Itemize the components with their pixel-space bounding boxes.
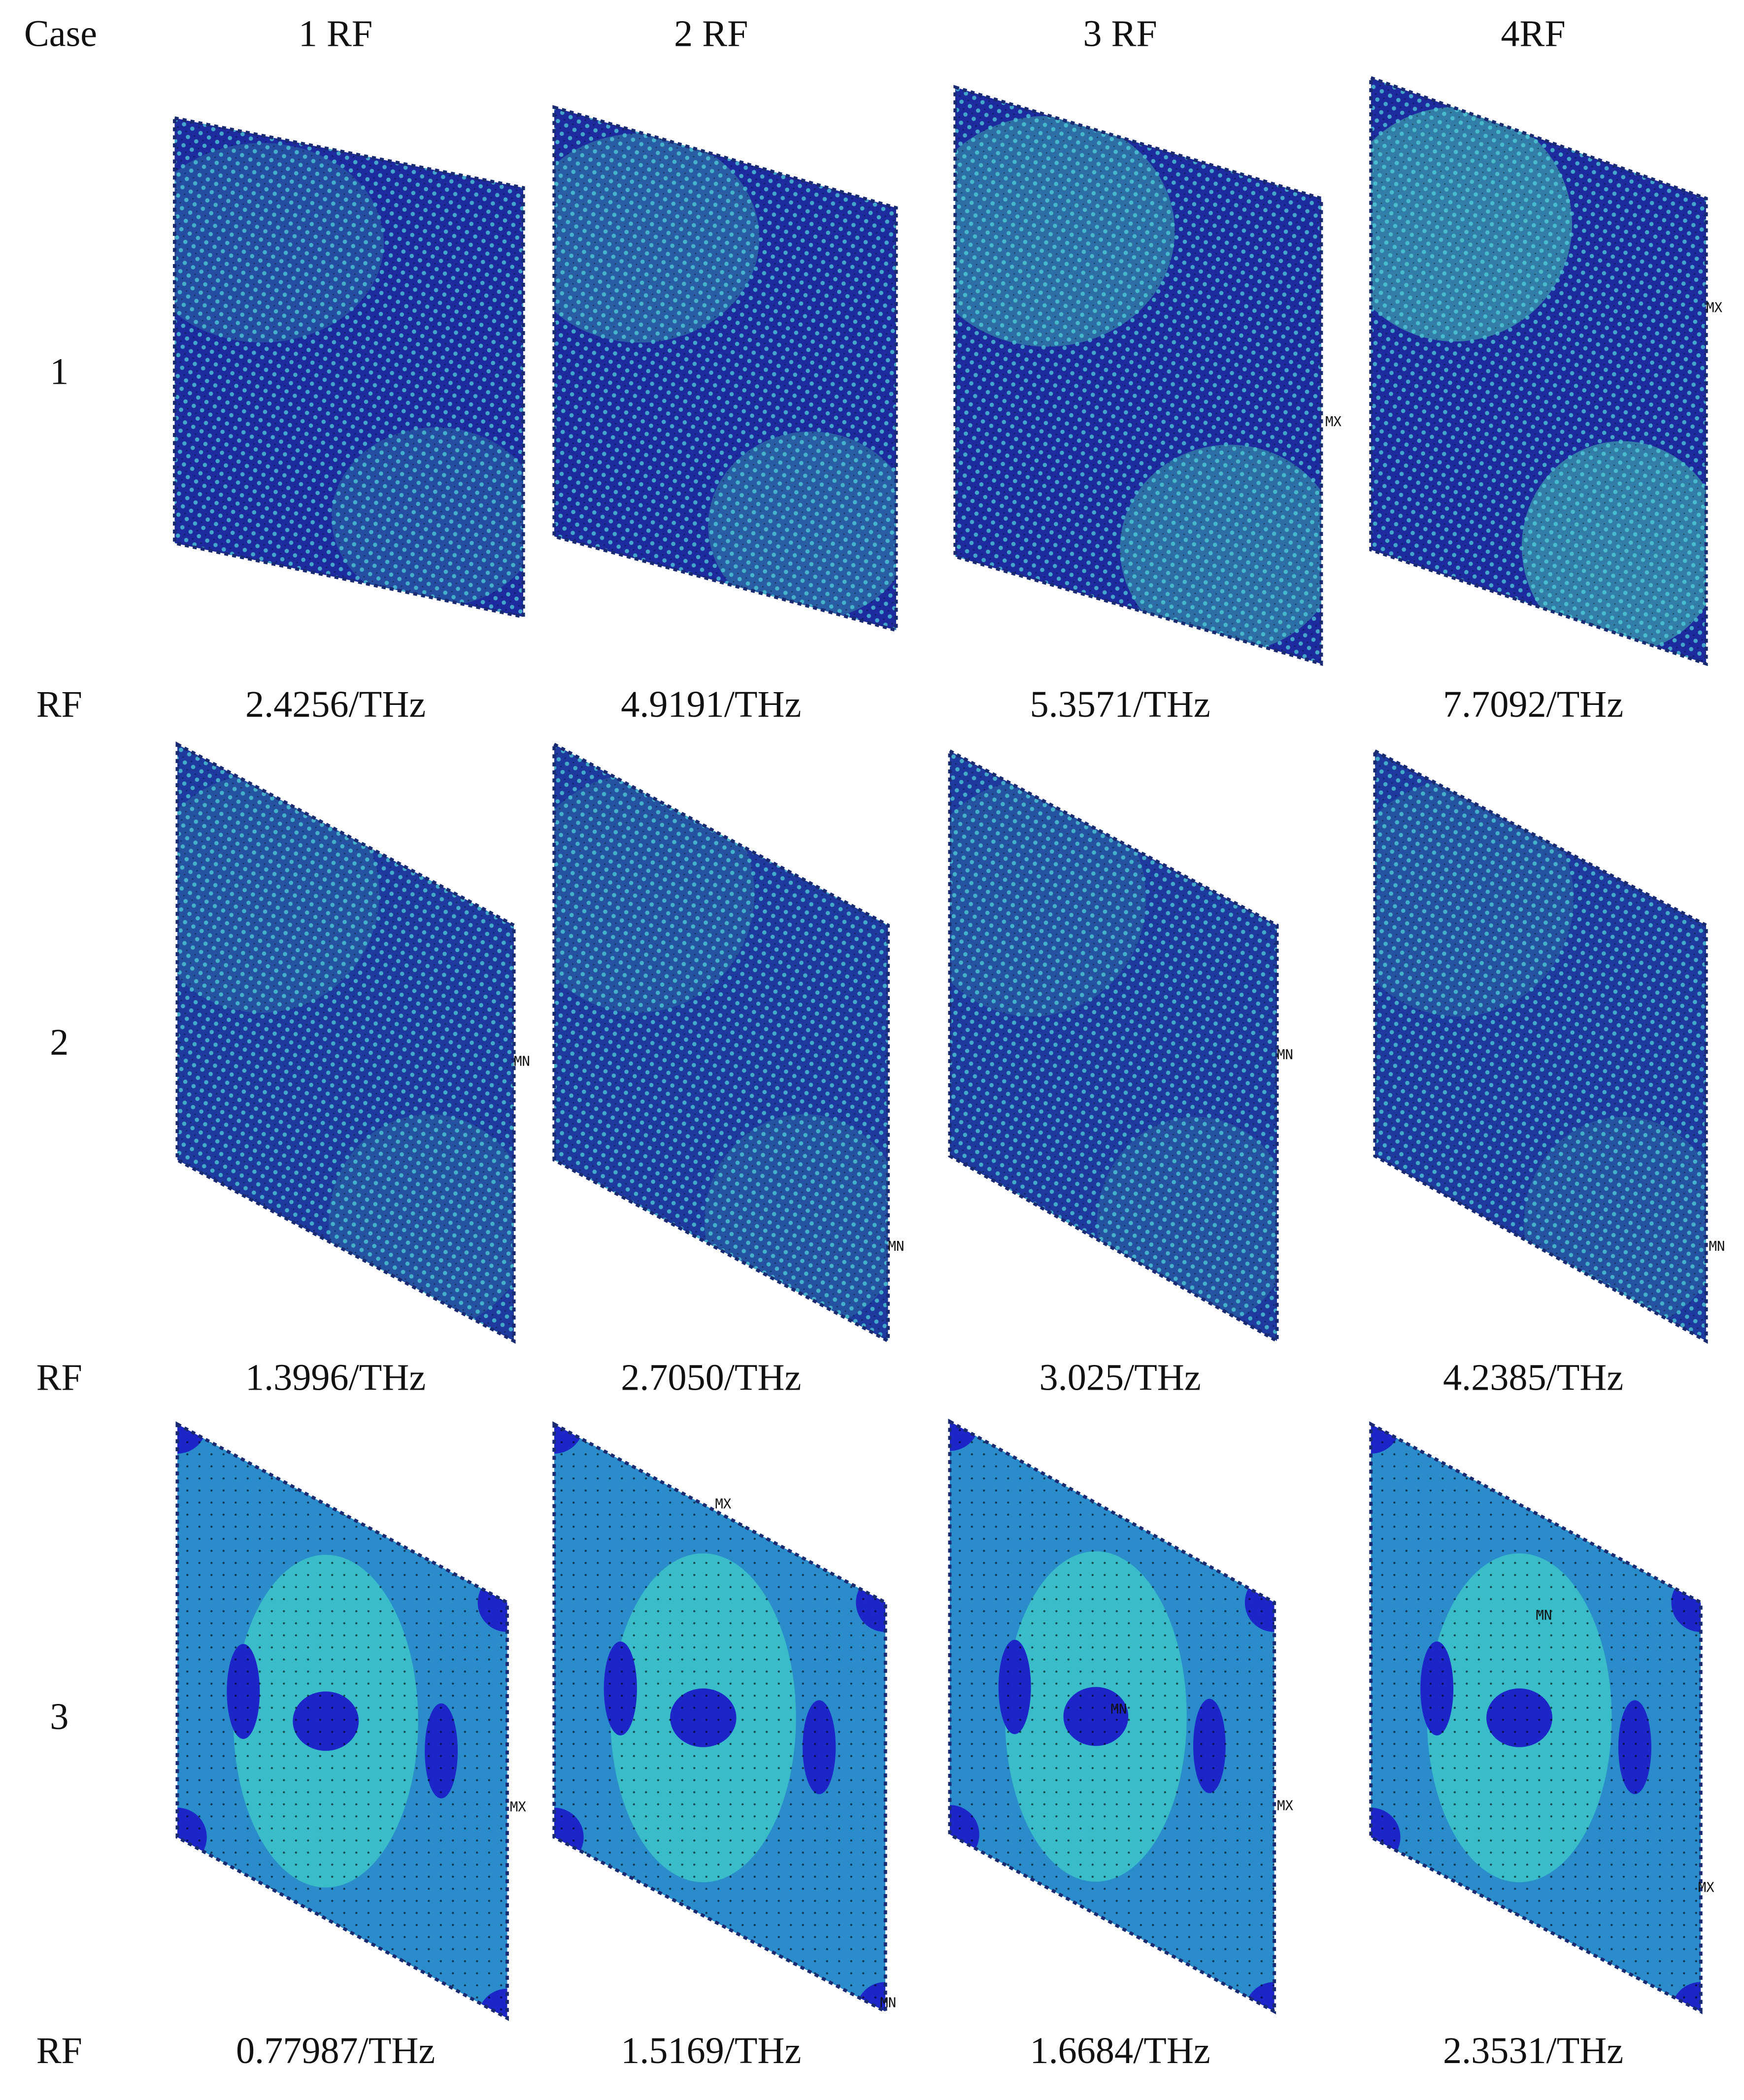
frequency: 7.7092/THz	[1443, 684, 1623, 725]
extreme-marker: MX	[1277, 1798, 1293, 1813]
column-header: 4RF	[1501, 13, 1565, 55]
frequency: 4.9191/THz	[621, 684, 801, 725]
mode-shape-panel	[1371, 77, 1707, 664]
mode-shape-panel	[174, 118, 524, 617]
panel-edge	[1369, 1421, 1703, 2014]
mode-shape-panel	[1371, 1424, 1701, 2012]
frequency: 2.3531/THz	[1443, 2030, 1623, 2071]
extreme-marker: MN	[888, 1239, 905, 1254]
mesh	[177, 744, 514, 1341]
case-label: 3	[50, 1696, 68, 1737]
frequency: 1.6684/THz	[1030, 2030, 1210, 2071]
mesh	[1371, 77, 1707, 664]
rf-label: RF	[36, 1357, 82, 1398]
panel-edge	[175, 741, 516, 1344]
extreme-marker: MX	[1706, 300, 1722, 316]
panel-edge	[173, 116, 525, 619]
mesh	[554, 107, 896, 631]
frequency: 5.3571/THz	[1030, 684, 1210, 725]
case-header: Case	[24, 13, 97, 55]
extreme-marker: MX	[1325, 414, 1342, 430]
mode-shape-panel	[949, 1421, 1274, 2012]
panel-edge	[175, 1421, 509, 2021]
frequency: 0.77987/THz	[236, 2030, 435, 2071]
extreme-marker: MX	[510, 1800, 526, 1815]
extreme-marker: MN	[514, 1054, 530, 1069]
extreme-marker: MN	[880, 1995, 896, 2010]
frequency: 2.4256/THz	[245, 684, 426, 725]
mesh	[174, 118, 524, 617]
extreme-marker: MN	[1709, 1239, 1725, 1254]
frequency: 1.5169/THz	[621, 2030, 801, 2071]
mode-shape-panel	[554, 1424, 886, 2012]
mode-shape-panel	[1375, 751, 1707, 1341]
frequency: 2.7050/THz	[621, 1357, 801, 1398]
mode-shape-panel	[949, 751, 1277, 1341]
column-header: 3 RF	[1083, 13, 1157, 55]
extreme-marker: MN	[1536, 1608, 1552, 1623]
frequency: 3.025/THz	[1040, 1357, 1201, 1398]
mode-shape-panel	[177, 1424, 507, 2018]
extreme-marker: MX	[1698, 1880, 1714, 1895]
rf-label: RF	[36, 684, 82, 725]
frequency: 4.2385/THz	[1443, 1357, 1623, 1398]
panel-edge	[1369, 75, 1708, 667]
rf-label: RF	[36, 2030, 82, 2071]
mode-shape-panel	[554, 107, 896, 631]
panel-edge	[552, 1421, 887, 2014]
case-label: 1	[50, 351, 68, 393]
frequency: 1.3996/THz	[245, 1357, 426, 1398]
mode-shape-panel	[554, 744, 888, 1341]
panel-edge	[552, 741, 890, 1344]
panel-edge	[948, 748, 1279, 1344]
panel-edge	[1373, 748, 1708, 1344]
mode-shape-panel	[955, 87, 1321, 664]
case-label: 2	[50, 1022, 68, 1063]
extreme-marker: MN	[1111, 1701, 1127, 1717]
extreme-marker: MX	[715, 1497, 731, 1512]
mesh	[955, 87, 1321, 664]
panel-edge	[948, 1418, 1276, 2015]
extreme-marker: MN	[1277, 1047, 1293, 1063]
panel-edge	[953, 85, 1323, 667]
column-header: 2 RF	[674, 13, 748, 55]
column-header: 1 RF	[299, 13, 372, 55]
mode-shape-panel	[177, 744, 514, 1341]
